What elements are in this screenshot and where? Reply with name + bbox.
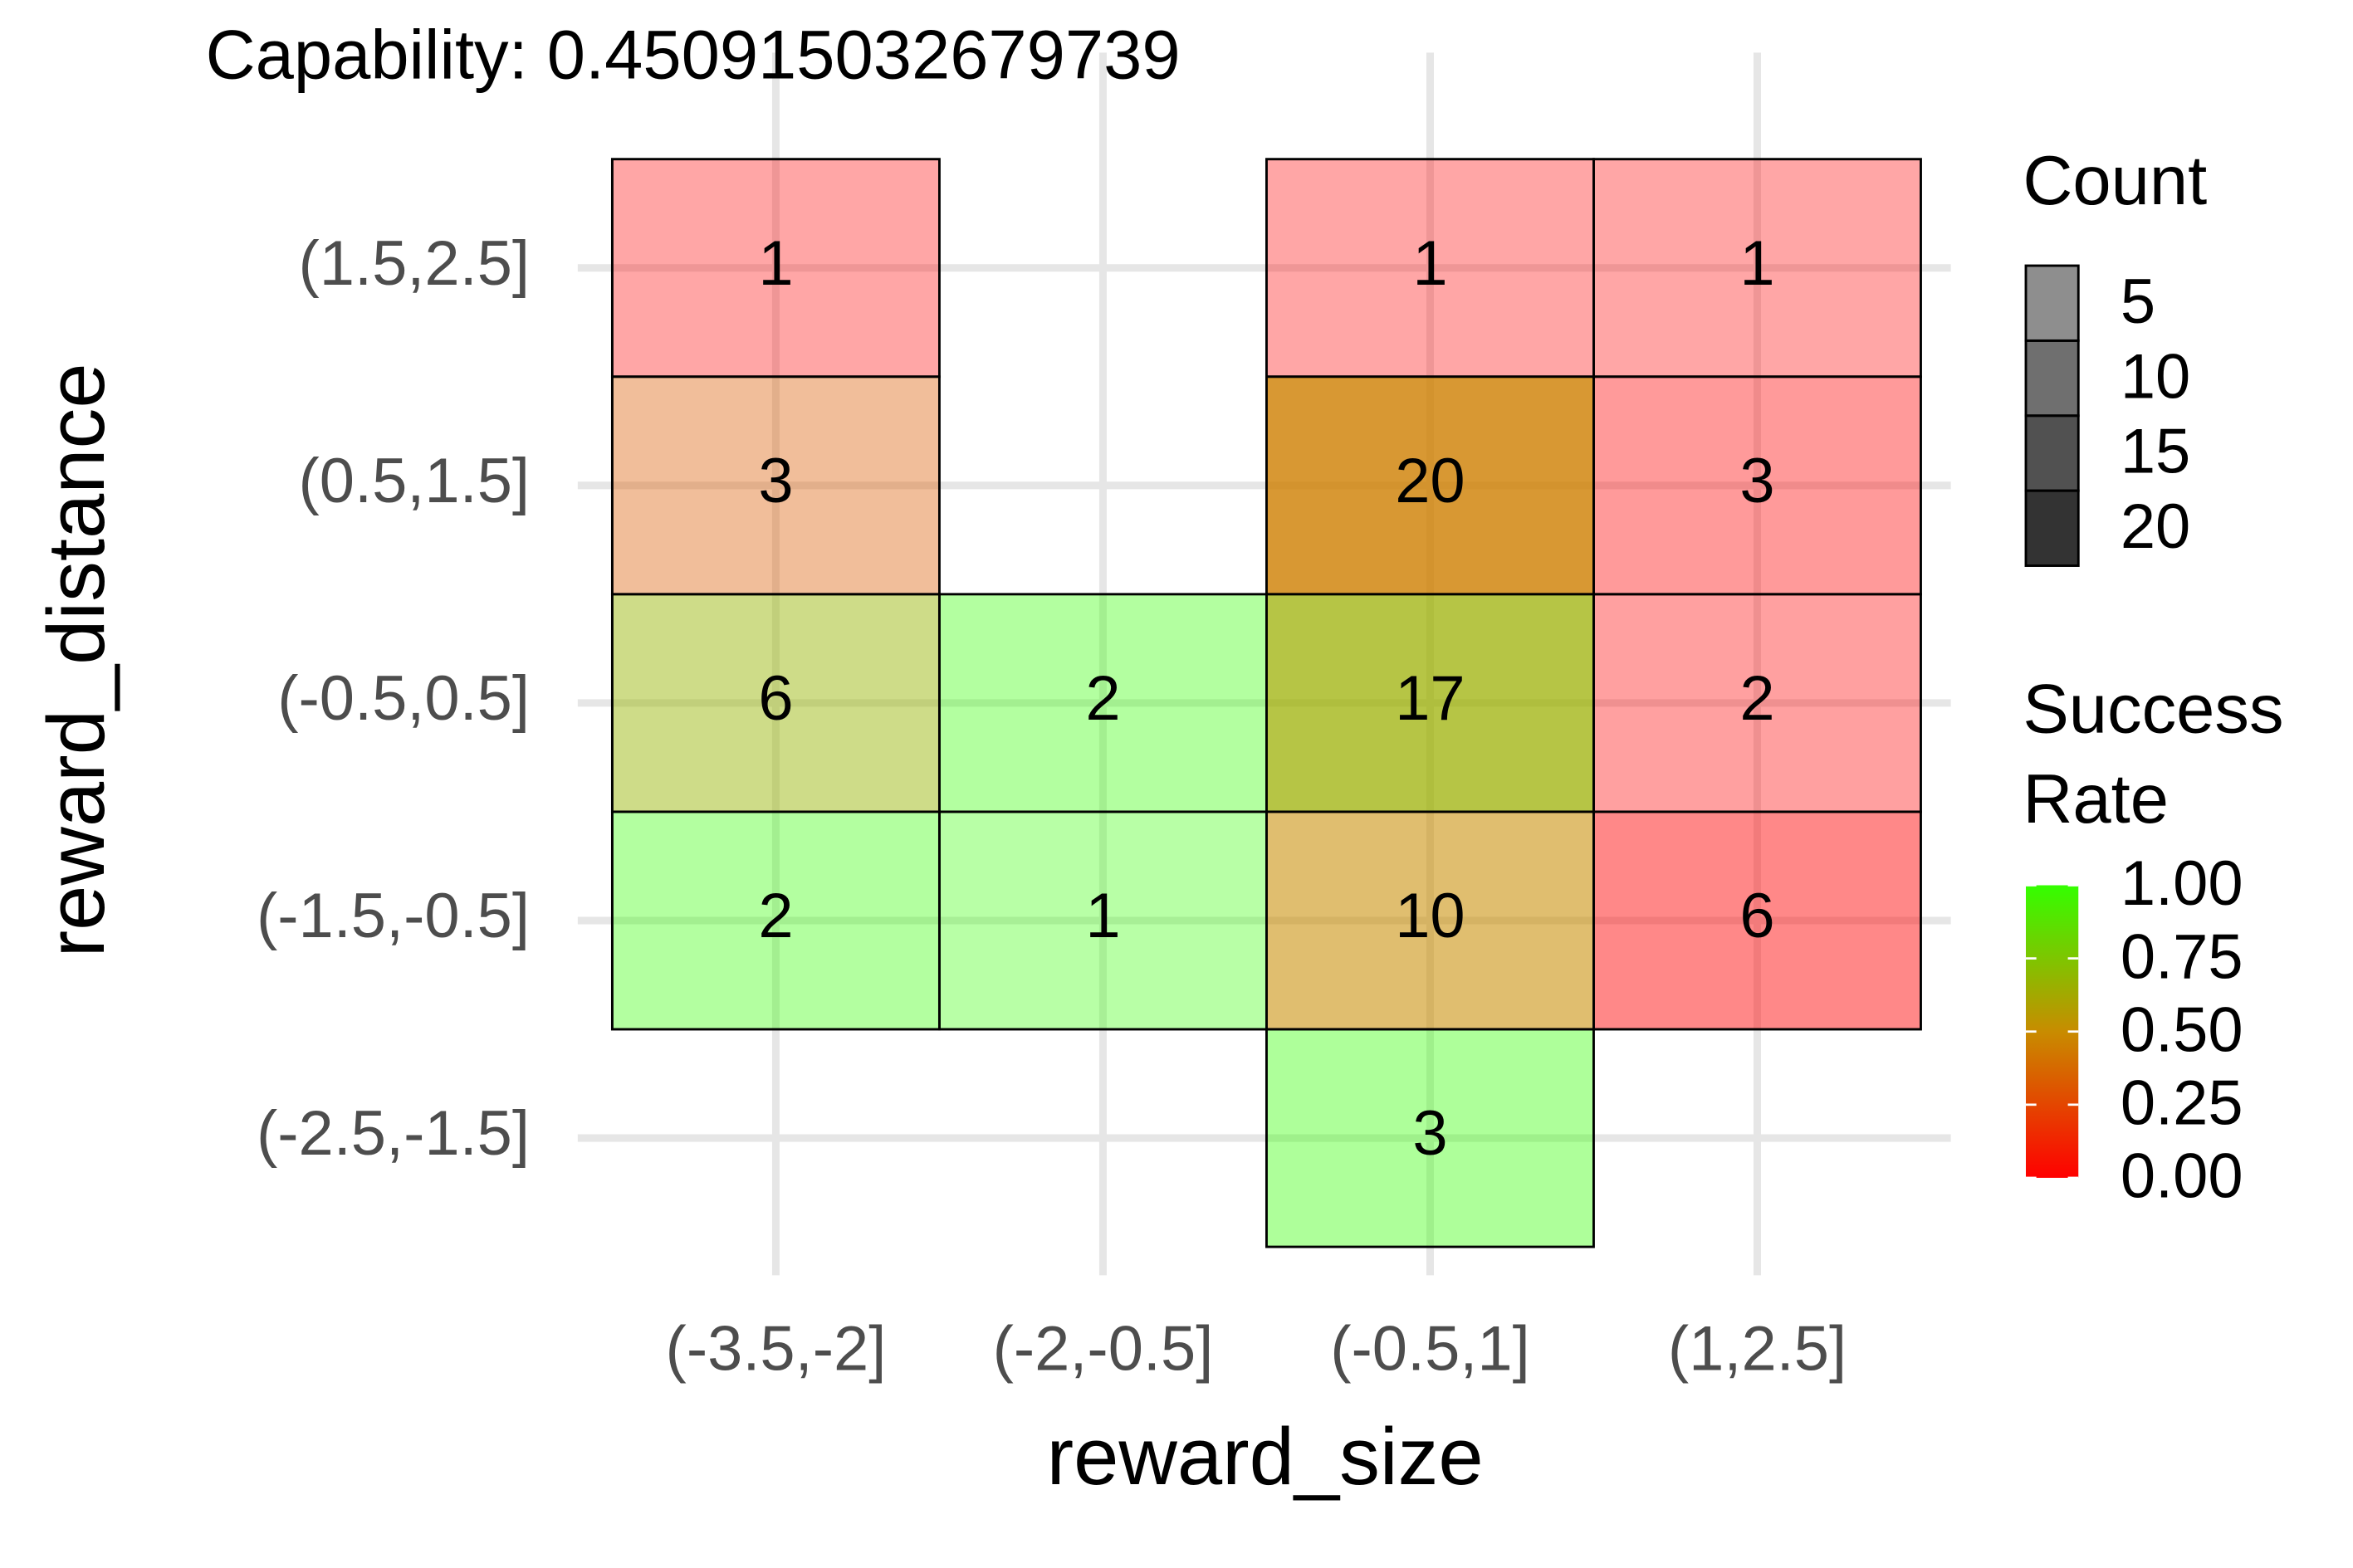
cell-label: 6 [1739,881,1774,951]
y-axis-title: reward_distance [31,363,121,957]
x-axis-title: reward_size [1047,1411,1484,1502]
cell-label: 3 [758,446,793,516]
fill-legend-label: 0.00 [2121,1141,2243,1212]
count-legend-key [2024,414,2080,492]
y-tick-label: (-0.5,0.5] [277,663,530,734]
fill-legend-title: Success [2023,670,2283,747]
heatmap-cell [1265,1028,1595,1248]
cell-label: 6 [758,663,793,734]
heatmap-cell [1592,810,1922,1031]
heatmap-cell [1265,593,1595,813]
y-tick-label: (1.5,2.5] [299,228,530,299]
cell-label: 2 [758,881,793,951]
chart-title: Capability: 0.450915032679739 [206,16,1181,93]
y-tick-label: (-2.5,-1.5] [257,1098,530,1169]
count-legend-label: 15 [2121,417,2190,487]
x-tick-label: (-3.5,-2] [666,1313,887,1384]
count-legend-key [2024,264,2080,342]
cell-label: 10 [1395,881,1465,951]
x-tick-label: (-2,-0.5] [993,1313,1214,1384]
heatmap-cell [1265,810,1595,1031]
heatmap-cell [1592,375,1922,596]
fill-legend-title: Rate [2023,760,2169,838]
heatmap-cell [610,810,941,1031]
count-legend-key [2024,489,2080,567]
heatmap-cell [1592,593,1922,813]
cell-label: 2 [1085,663,1120,734]
fill-legend-label: 0.25 [2121,1067,2243,1138]
cell-label: 3 [1412,1098,1447,1169]
count-legend-label: 5 [2121,266,2155,337]
cell-label: 20 [1395,446,1465,516]
heatmap-cell [937,593,1268,813]
cell-label: 1 [1085,881,1120,951]
cells: 1 1 1 3 20 3 6 2 17 2 2 1 10 6 3 [610,158,1922,1248]
grid [577,52,1951,1276]
fill-legend-label: 1.00 [2121,848,2243,919]
cell-label: 1 [758,228,793,299]
count-legend-key [2024,339,2080,418]
cell-label: 17 [1395,663,1465,734]
heatmap-cell [610,593,941,813]
fill-legend-label: 0.75 [2121,921,2243,992]
heatmap-cell [610,158,941,379]
x-tick-label: (1,2.5] [1668,1313,1847,1384]
cell-label: 3 [1739,446,1774,516]
y-tick-label: (-1.5,-0.5] [257,881,530,951]
count-legend-label: 20 [2121,491,2190,562]
fill-legend-label: 0.50 [2121,994,2243,1065]
cell-label: 1 [1739,228,1774,299]
count-legend-label: 10 [2121,341,2190,412]
y-tick-label: (0.5,1.5] [299,446,530,516]
x-tick-label: (-0.5,1] [1330,1313,1529,1384]
labels: (-3.5,-2] (-2,-0.5] (-0.5,1] (1,2.5] (-2.5,-… [257,228,1847,1385]
cell-label: 2 [1739,663,1774,734]
cell-label: 1 [1412,228,1447,299]
count-legend-title: Count [2023,142,2207,219]
